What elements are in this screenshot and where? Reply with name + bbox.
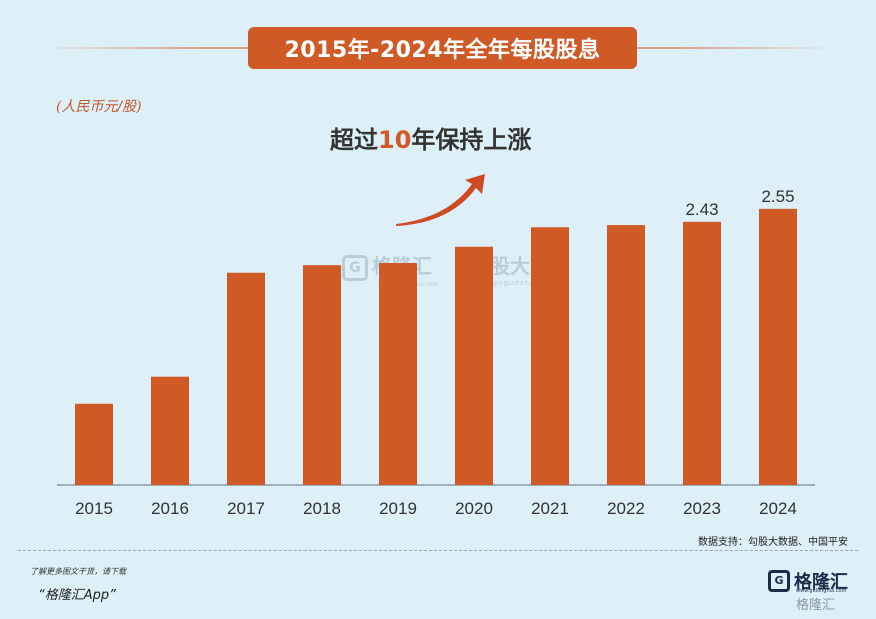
x-tick-label-2021: 2021 — [531, 499, 569, 518]
bar-2016 — [151, 376, 189, 485]
bar-2017 — [227, 272, 265, 485]
logo-url: www.gelonghui.com — [796, 588, 847, 594]
y-axis-unit-label: (人民币元/股) — [56, 99, 142, 115]
logo-watermark: 格隆汇 — [796, 598, 836, 613]
data-label-2024: 2.55 — [761, 187, 794, 206]
data-source: 数据支持：勾股大数据、中国平安 — [698, 537, 848, 548]
x-tick-label-2023: 2023 — [683, 499, 721, 518]
bar-2019 — [379, 262, 417, 485]
footer-divider — [18, 550, 858, 551]
bar-2015 — [75, 403, 113, 485]
x-tick-label-2017: 2017 — [227, 499, 265, 518]
x-tick-label-2024: 2024 — [759, 499, 797, 518]
bar-2021 — [531, 227, 569, 485]
headline-prefix: 超过 — [330, 126, 378, 154]
bar-2018 — [303, 265, 341, 485]
x-tick-label-2022: 2022 — [607, 499, 645, 518]
bar-2022 — [607, 225, 645, 485]
logo-mark-icon: G — [768, 570, 790, 592]
bar-2020 — [455, 246, 493, 485]
trend-arrow-icon — [396, 174, 485, 226]
bar-2024 — [759, 208, 797, 485]
x-tick-label-2019: 2019 — [379, 499, 417, 518]
headline-number: 10 — [378, 126, 412, 154]
promo-line-2: “格隆汇App” — [38, 588, 116, 603]
x-tick-label-2016: 2016 — [151, 499, 189, 518]
logo-name: 格隆汇 — [794, 572, 848, 593]
x-tick-label-2015: 2015 — [75, 499, 113, 518]
data-label-2023: 2.43 — [685, 200, 718, 219]
gelonghui-logo: G 格隆汇 www.gelonghui.com 格隆汇 — [768, 568, 868, 614]
headline: 超过10年保持上涨 — [330, 120, 531, 155]
promo-line-1: 了解更多图文干货，请下载 — [30, 567, 126, 576]
bar-2023 — [683, 221, 721, 485]
x-tick-label-2020: 2020 — [455, 499, 493, 518]
x-tick-label-2018: 2018 — [303, 499, 341, 518]
headline-suffix: 年保持上涨 — [411, 126, 532, 154]
chart-title: 2015年-2024年全年每股股息 — [248, 27, 637, 69]
